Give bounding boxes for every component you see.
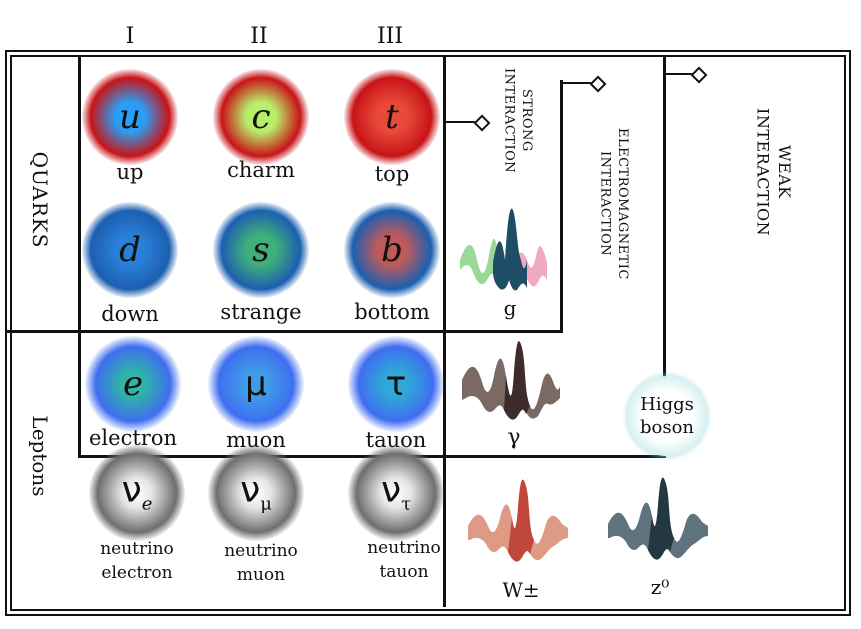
strong-label-line2: INTERACTION — [501, 68, 517, 174]
generation-1-header: I — [125, 24, 135, 49]
w-boson-wave-core — [508, 479, 534, 562]
down-quark-sphere — [82, 202, 178, 298]
charm-quark-sphere — [213, 69, 309, 165]
bottom-quark-label: bottom — [354, 300, 430, 324]
outer-frame-bottom — [5, 614, 851, 616]
gluon-wave-teal — [493, 208, 527, 291]
tau-neutrino-symbol: ντ — [380, 469, 412, 515]
electron-sphere — [85, 336, 181, 432]
quark-lepton-divider — [5, 330, 563, 333]
outer-frame-left — [5, 50, 7, 616]
outer-frame-right — [849, 50, 851, 616]
muon-symbol: μ — [245, 364, 267, 404]
tau-neutrino-sphere — [348, 445, 444, 541]
muon-neutrino-sphere — [208, 445, 304, 541]
electromagnetic-connector — [563, 82, 593, 84]
tau-neutrino-label-line2: tauon — [379, 561, 429, 582]
strong-box-right — [560, 80, 563, 333]
strong-connector-node — [473, 114, 491, 132]
charm-quark-symbol: c — [251, 97, 271, 137]
generation-2-header: II — [250, 24, 268, 49]
electron-neutrino-label: neutrino electron — [100, 538, 174, 586]
higgs-boson-sphere: Higgs boson — [627, 376, 707, 456]
higgs-label-line2: boson — [639, 417, 695, 438]
strange-quark-label: strange — [220, 300, 302, 324]
generation-3-header: III — [376, 24, 404, 49]
photon-label: γ — [507, 425, 521, 450]
inner-frame-left — [10, 55, 12, 611]
weak-connector-node — [690, 66, 708, 84]
gluon-wave-pink — [515, 246, 547, 287]
fermion-box-left — [78, 55, 81, 458]
electron-neutrino-symbol: νe — [121, 469, 153, 515]
outer-frame-top — [5, 50, 851, 52]
top-quark-sphere — [344, 69, 440, 165]
down-quark-label: down — [101, 302, 159, 326]
electromagnetic-box-right — [663, 55, 666, 458]
strong-connector — [446, 121, 478, 123]
top-quark-label: top — [374, 162, 410, 186]
top-quark-symbol: t — [385, 97, 399, 137]
strong-interaction-label: STRONG INTERACTION — [500, 68, 535, 173]
gluon-label: g — [503, 296, 517, 320]
down-quark-symbol: d — [119, 230, 141, 270]
electron-neutrino-label-line2: electron — [101, 562, 173, 583]
muon-neutrino-label: neutrino muon — [224, 540, 298, 588]
up-quark-symbol: u — [119, 97, 141, 137]
electron-neutrino-label-line1: neutrino — [100, 539, 174, 559]
up-quark-sphere — [82, 69, 178, 165]
strong-label-line1: STRONG — [519, 89, 535, 152]
bottom-quark-symbol: b — [381, 230, 403, 270]
bottom-quark-sphere — [344, 202, 440, 298]
tau-neutrino-label-line1: neutrino — [367, 538, 441, 558]
muon-neutrino-label-line1: neutrino — [224, 541, 298, 561]
up-quark-label: up — [116, 160, 144, 184]
electron-symbol: e — [122, 364, 144, 404]
quarks-group-label: QUARKS — [28, 151, 52, 249]
weak-interaction-label: WEAK INTERACTION — [752, 108, 795, 236]
strange-quark-symbol: s — [252, 230, 270, 270]
photon-wave-icon — [462, 341, 560, 420]
inner-frame-right — [844, 55, 846, 611]
charm-quark-label: charm — [227, 158, 295, 182]
strange-quark-sphere — [213, 202, 309, 298]
higgs-label-line1: Higgs — [640, 393, 694, 415]
weak-label-line1: WEAK — [775, 145, 795, 199]
muon-neutrino-label-line2: muon — [236, 564, 286, 585]
z-boson-wave-core — [648, 477, 674, 560]
weak-label-line2: INTERACTION — [753, 108, 773, 237]
photon-wave — [462, 341, 560, 420]
weak-connector — [666, 73, 694, 75]
gluon-wave-icon — [460, 208, 547, 291]
electron-neutrino-sphere — [89, 445, 185, 541]
leptons-group-label: Leptons — [28, 415, 52, 497]
z-boson-label: z⁰ — [650, 575, 670, 599]
muon-neutrino-symbol: νμ — [240, 469, 272, 515]
electromagnetic-interaction-label: ELECTROMAGNETIC INTERACTION — [596, 128, 631, 280]
z-boson-wave-icon — [608, 477, 708, 560]
gluon-wave-green — [460, 238, 499, 285]
muon-sphere — [208, 336, 304, 432]
w-boson-wave-icon — [468, 479, 568, 562]
tauon-sphere — [348, 336, 444, 432]
electromagnetic-label-line2: INTERACTION — [597, 151, 613, 257]
tau-neutrino-label: neutrino tauon — [367, 537, 441, 585]
photon-wave-dark — [504, 341, 530, 420]
w-boson-label: W± — [502, 578, 540, 602]
inner-frame-bottom — [10, 609, 846, 611]
inner-frame-top — [10, 55, 846, 57]
electromagnetic-label-line1: ELECTROMAGNETIC — [615, 128, 631, 280]
electromagnetic-connector-node — [589, 75, 607, 93]
tauon-symbol: τ — [385, 364, 407, 404]
